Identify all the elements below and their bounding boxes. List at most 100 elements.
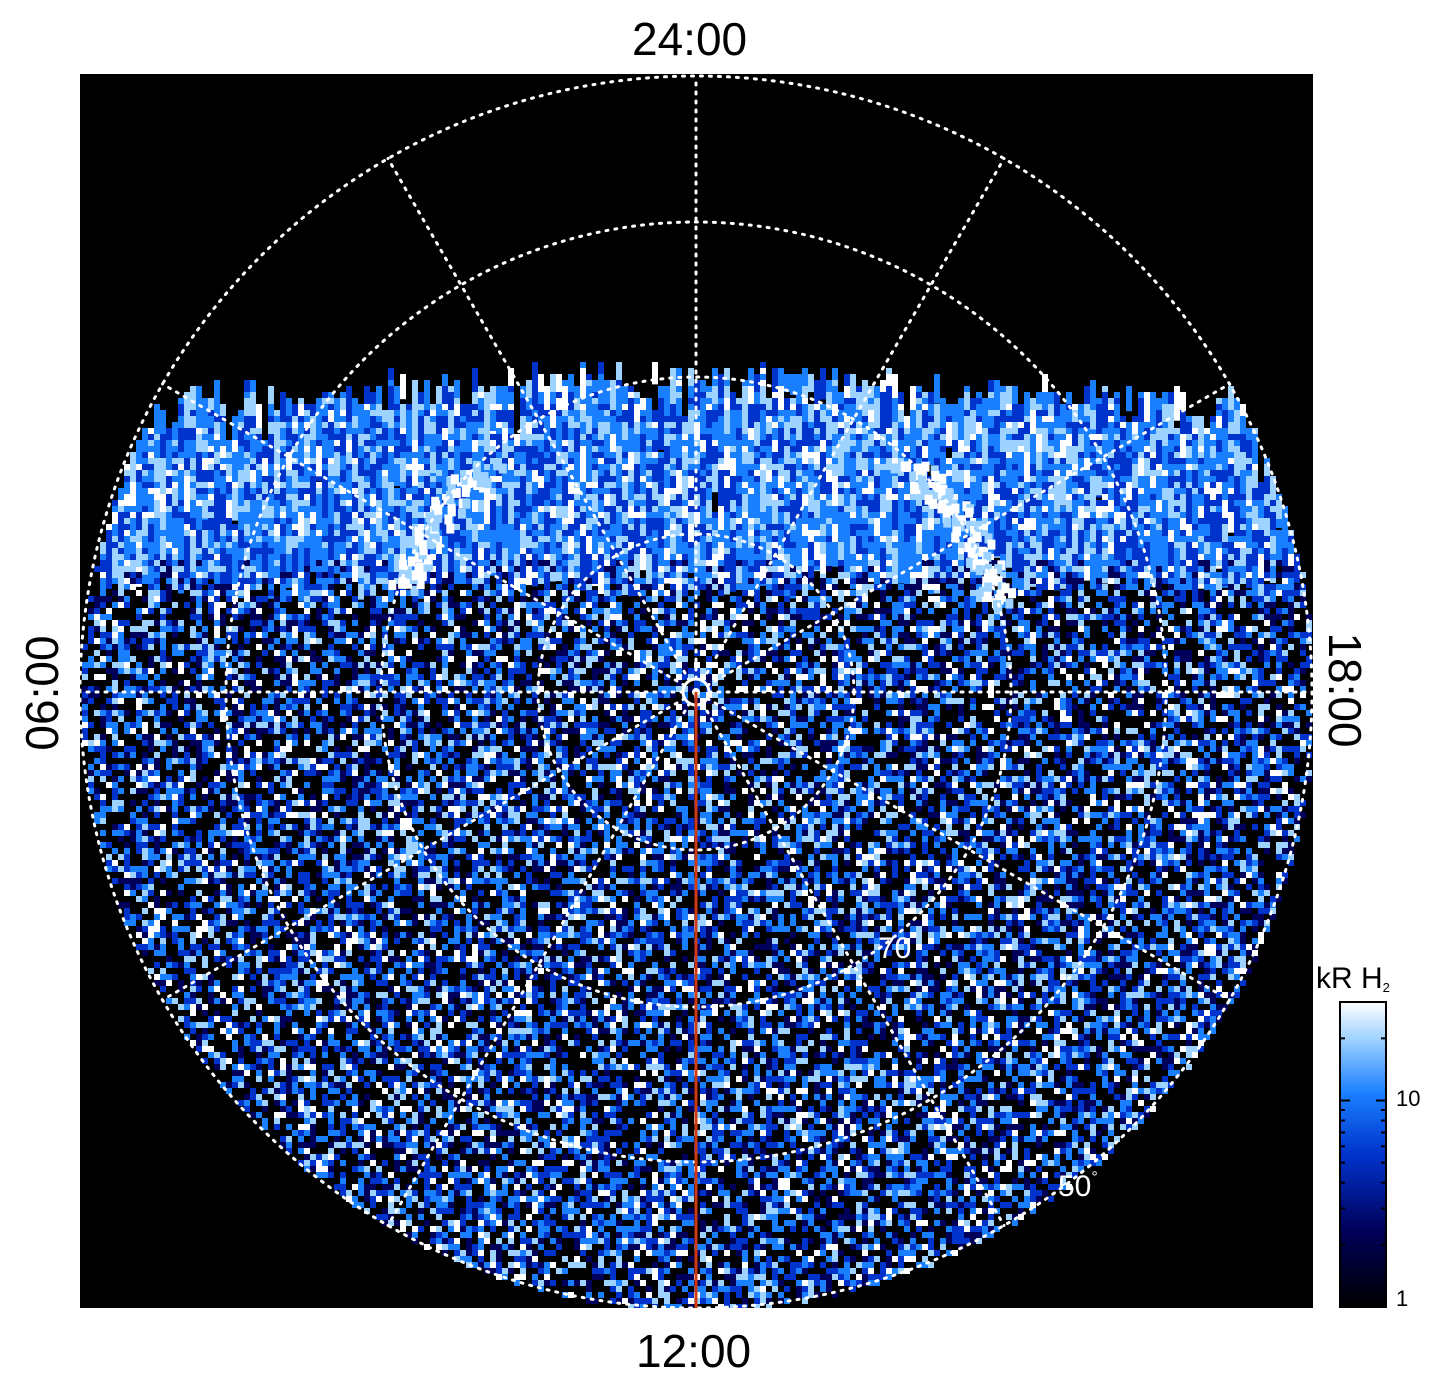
emission-pixel bbox=[370, 572, 376, 578]
emission-pixel bbox=[610, 578, 616, 584]
emission-pixel bbox=[766, 572, 772, 578]
emission-pixel bbox=[1012, 572, 1018, 578]
emission-pixel bbox=[814, 560, 820, 566]
emission-pixel bbox=[940, 452, 946, 476]
emission-pixel bbox=[1036, 566, 1042, 572]
emission-pixel bbox=[1288, 584, 1294, 590]
emission-pixel bbox=[784, 584, 790, 590]
emission-pixel bbox=[640, 578, 646, 584]
emission-pixel bbox=[1132, 566, 1138, 572]
emission-pixel bbox=[220, 614, 226, 620]
emission-pixel bbox=[1024, 422, 1030, 445]
emission-pixel bbox=[1138, 398, 1144, 433]
emission-pixel bbox=[310, 482, 316, 508]
emission-pixel bbox=[718, 416, 724, 437]
emission-pixel bbox=[478, 584, 484, 590]
emission-pixel bbox=[448, 602, 454, 608]
emission-pixel bbox=[1114, 578, 1120, 584]
emission-pixel bbox=[1120, 566, 1126, 572]
emission-pixel bbox=[664, 596, 670, 602]
emission-pixel bbox=[286, 554, 292, 588]
emission-pixel bbox=[598, 422, 604, 449]
emission-pixel bbox=[172, 524, 178, 543]
emission-pixel bbox=[628, 452, 634, 485]
emission-pixel bbox=[166, 584, 172, 590]
emission-pixel bbox=[1060, 602, 1066, 608]
emission-pixel bbox=[748, 578, 754, 584]
emission-pixel bbox=[172, 620, 178, 626]
emission-pixel bbox=[976, 578, 982, 584]
emission-pixel bbox=[610, 566, 616, 572]
emission-pixel bbox=[88, 614, 94, 620]
emission-pixel bbox=[1042, 614, 1048, 620]
emission-pixel bbox=[928, 446, 934, 465]
emission-pixel bbox=[664, 572, 670, 578]
emission-pixel bbox=[934, 578, 940, 584]
emission-pixel bbox=[682, 560, 688, 566]
emission-pixel bbox=[202, 590, 208, 596]
emission-pixel bbox=[1102, 566, 1108, 572]
emission-pixel bbox=[472, 584, 478, 590]
emission-pixel bbox=[592, 614, 598, 620]
emission-pixel bbox=[322, 596, 328, 602]
emission-pixel bbox=[400, 602, 406, 608]
emission-pixel bbox=[448, 614, 454, 620]
emission-pixel bbox=[562, 386, 568, 417]
emission-pixel bbox=[1054, 614, 1060, 620]
emission-pixel bbox=[274, 578, 280, 584]
emission-pixel bbox=[106, 596, 112, 602]
emission-pixel bbox=[316, 590, 322, 596]
emission-pixel bbox=[538, 374, 544, 405]
emission-pixel bbox=[952, 572, 958, 578]
emission-pixel bbox=[1270, 584, 1276, 590]
emission-pixel bbox=[892, 602, 898, 608]
emission-pixel bbox=[796, 608, 802, 614]
emission-pixel bbox=[214, 572, 220, 578]
emission-pixel bbox=[1228, 566, 1234, 572]
emission-pixel bbox=[988, 380, 994, 404]
emission-pixel bbox=[1222, 578, 1228, 584]
emission-pixel bbox=[532, 362, 538, 386]
emission-pixel bbox=[1078, 590, 1084, 596]
emission-pixel bbox=[1204, 494, 1210, 514]
emission-pixel bbox=[1186, 572, 1192, 578]
emission-pixel bbox=[784, 614, 790, 620]
emission-pixel bbox=[742, 584, 748, 590]
emission-pixel bbox=[514, 608, 520, 614]
emission-pixel bbox=[1180, 578, 1186, 584]
emission-pixel bbox=[142, 560, 148, 566]
emission-pixel bbox=[1210, 566, 1216, 572]
emission-pixel bbox=[544, 596, 550, 602]
emission-pixel bbox=[1114, 560, 1120, 566]
emission-pixel bbox=[274, 602, 280, 608]
emission-pixel bbox=[1240, 434, 1246, 469]
emission-pixel bbox=[544, 614, 550, 620]
emission-pixel bbox=[910, 572, 916, 578]
emission-pixel bbox=[1258, 596, 1264, 602]
emission-pixel bbox=[1180, 608, 1186, 614]
emission-pixel bbox=[328, 620, 334, 626]
emission-pixel bbox=[940, 566, 946, 572]
emission-pixel bbox=[280, 584, 286, 590]
emission-pixel bbox=[658, 572, 664, 578]
emission-pixel bbox=[700, 614, 706, 620]
emission-pixel bbox=[1090, 554, 1096, 590]
emission-pixel bbox=[940, 602, 946, 608]
emission-pixel bbox=[118, 596, 124, 602]
emission-pixel bbox=[778, 572, 784, 578]
emission-pixel bbox=[772, 578, 778, 584]
emission-pixel bbox=[1198, 614, 1204, 620]
emission-pixel bbox=[1066, 566, 1072, 572]
emission-pixel bbox=[154, 620, 160, 626]
emission-pixel bbox=[1192, 572, 1198, 578]
emission-pixel bbox=[1198, 560, 1204, 566]
emission-pixel bbox=[850, 572, 856, 578]
emission-pixel bbox=[1054, 578, 1060, 584]
emission-pixel bbox=[424, 608, 430, 614]
emission-pixel bbox=[220, 560, 226, 566]
emission-pixel bbox=[958, 602, 964, 608]
emission-pixel bbox=[1186, 584, 1192, 590]
emission-pixel bbox=[256, 608, 262, 614]
emission-pixel bbox=[274, 596, 280, 602]
emission-pixel bbox=[742, 578, 748, 584]
